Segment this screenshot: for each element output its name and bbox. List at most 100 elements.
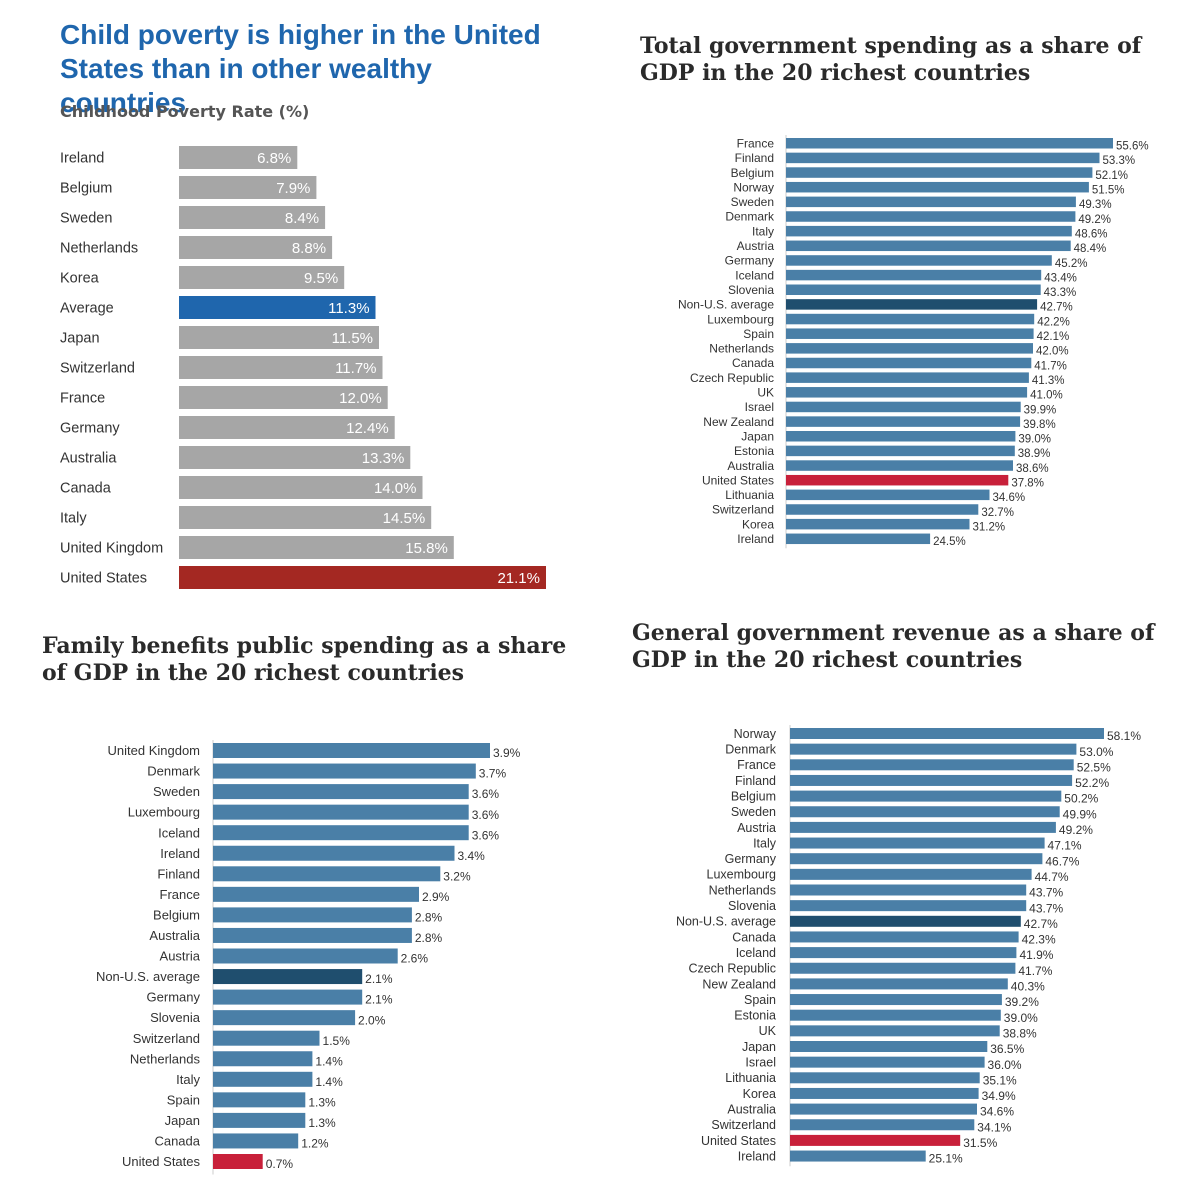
data-label: 44.7%: [1035, 870, 1069, 884]
data-label: 40.3%: [1011, 980, 1045, 994]
bar: [786, 489, 990, 501]
category-label: France: [737, 136, 775, 150]
bar: [790, 774, 1073, 786]
category-label: Estonia: [734, 444, 774, 458]
data-label: 25.1%: [929, 1152, 963, 1166]
category-label: Canada: [154, 1134, 200, 1149]
category-label: United Kingdom: [60, 541, 163, 557]
data-label: 11.7%: [335, 360, 376, 377]
data-label: 12.0%: [339, 390, 382, 407]
data-label: 43.3%: [1044, 287, 1077, 299]
category-label: Czech Republic: [688, 962, 776, 976]
category-label: Switzerland: [711, 1118, 776, 1132]
category-label: Netherlands: [709, 883, 776, 897]
category-label: Luxembourg: [707, 868, 777, 882]
category-label: Korea: [742, 517, 774, 531]
data-label: 21.1%: [497, 570, 540, 587]
category-label: Canada: [732, 356, 774, 370]
bar: [213, 989, 363, 1005]
chart-subtitle: Childhood Poverty Rate (%): [60, 102, 310, 121]
bar: [790, 1103, 977, 1115]
category-label: Slovenia: [150, 1010, 201, 1025]
category-label: Sweden: [731, 195, 774, 209]
data-label: 49.2%: [1078, 214, 1111, 226]
bar: [790, 806, 1060, 818]
bar: [179, 506, 432, 529]
data-label: 2.6%: [401, 952, 429, 966]
category-label: Germany: [147, 990, 201, 1005]
category-label: Spain: [744, 993, 776, 1007]
bar: [790, 931, 1019, 943]
category-label: Lithuania: [725, 1071, 776, 1085]
bar: [213, 866, 441, 882]
bar: [786, 372, 1029, 383]
chart-title: Total government spending as a share of …: [640, 33, 1142, 86]
category-label: Finland: [735, 774, 776, 788]
bar: [786, 313, 1035, 325]
chart-plot: United Kingdom 3.9% Denmark 3.7% Sweden 3.6% L…: [96, 740, 521, 1175]
bar: [790, 790, 1062, 802]
bar: [786, 445, 1015, 457]
bar: [213, 845, 455, 861]
category-label: Israel: [745, 1056, 776, 1070]
bar: [786, 504, 979, 515]
bar: [213, 907, 412, 923]
bar: [790, 821, 1056, 833]
data-label: 50.2%: [1064, 792, 1098, 806]
bar: [786, 357, 1032, 369]
bar: [179, 386, 388, 409]
chart-title: Family benefits public spending as a sha…: [42, 633, 567, 686]
data-label: 39.0%: [1004, 1011, 1038, 1025]
category-label: United States: [701, 1134, 776, 1148]
data-label: 34.6%: [992, 492, 1025, 504]
category-label: Sweden: [731, 805, 776, 819]
category-label: Non-U.S. average: [96, 969, 200, 984]
category-label: Belgium: [153, 907, 200, 922]
data-label: 32.7%: [981, 507, 1014, 519]
category-label: New Zealand: [702, 977, 776, 991]
data-label: 42.2%: [1037, 316, 1070, 328]
category-label: Germany: [725, 852, 777, 866]
data-label: 8.4%: [285, 210, 319, 227]
data-label: 35.1%: [983, 1073, 1017, 1087]
data-label: 39.8%: [1023, 419, 1056, 431]
category-label: Belgium: [731, 789, 776, 803]
data-label: 12.4%: [346, 420, 389, 437]
category-label: Belgium: [731, 166, 774, 180]
data-label: 43.4%: [1044, 272, 1077, 284]
bar: [786, 138, 1113, 149]
chart-government-revenue: General government revenue as a share of…: [600, 600, 1200, 1200]
data-label: 34.9%: [982, 1089, 1016, 1103]
category-label: Spain: [743, 327, 774, 341]
data-label: 49.9%: [1063, 807, 1097, 821]
data-label: 9.5%: [304, 270, 338, 287]
bar: [213, 886, 419, 902]
category-label: Finland: [157, 866, 200, 881]
category-label: Italy: [752, 224, 774, 238]
data-label: 41.3%: [1032, 375, 1065, 387]
category-label: Japan: [60, 331, 100, 347]
bar: [790, 759, 1074, 771]
bar: [790, 1150, 926, 1162]
chart-child-poverty: Child poverty is higher in the United St…: [0, 0, 600, 600]
category-label: United Kingdom: [108, 743, 201, 758]
category-label: Australia: [727, 1102, 776, 1116]
bar: [790, 947, 1017, 959]
data-label: 3.7%: [479, 767, 507, 781]
bar: [786, 533, 931, 545]
data-label: 43.7%: [1029, 901, 1063, 915]
bar: [790, 853, 1043, 865]
data-label: 2.8%: [415, 911, 443, 925]
category-label: Switzerland: [133, 1031, 200, 1046]
data-label: 36.5%: [990, 1042, 1024, 1056]
category-label: France: [60, 391, 105, 407]
data-label: 13.3%: [362, 450, 405, 467]
data-label: 36.0%: [988, 1058, 1022, 1072]
category-label: Estonia: [734, 1009, 776, 1023]
bar: [179, 446, 411, 469]
data-label: 47.1%: [1048, 839, 1082, 853]
chart-title: General government revenue as a share of…: [632, 620, 1155, 673]
category-label: Luxembourg: [707, 312, 774, 326]
bar: [213, 1051, 313, 1067]
data-label: 0.7%: [266, 1157, 294, 1171]
